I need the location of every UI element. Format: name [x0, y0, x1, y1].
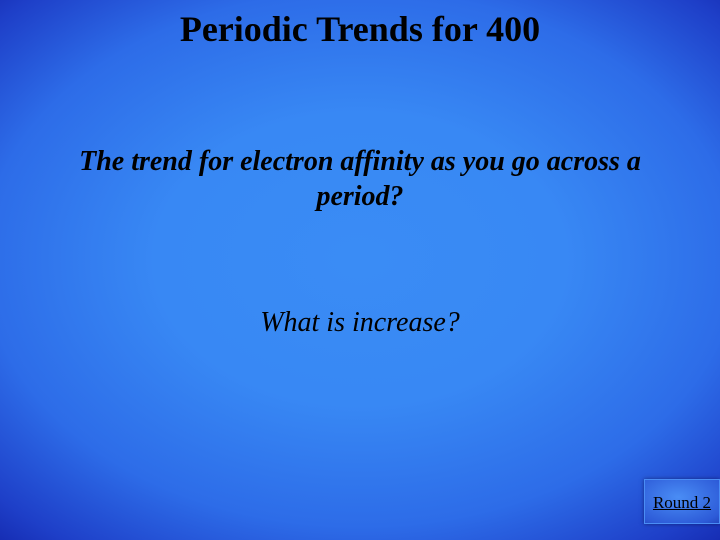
slide-answer: What is increase?	[0, 307, 720, 339]
slide-question: The trend for electron affinity as you g…	[0, 144, 720, 214]
slide-title: Periodic Trends for 400	[0, 0, 720, 50]
round-nav-button[interactable]: Round 2	[644, 479, 720, 524]
